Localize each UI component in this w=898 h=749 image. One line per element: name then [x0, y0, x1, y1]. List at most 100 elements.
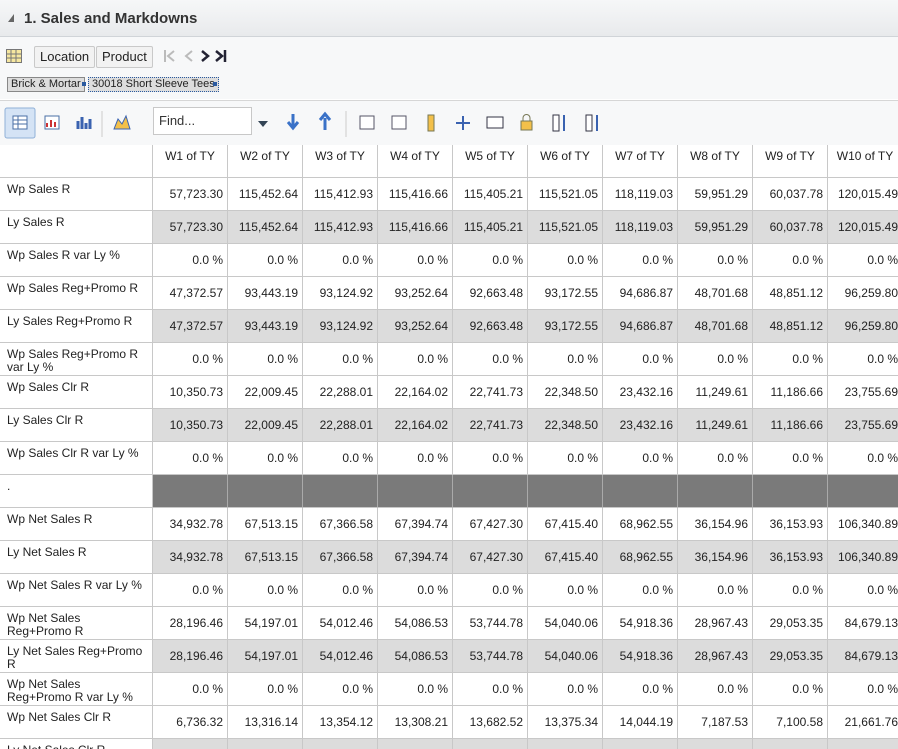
value-cell: 93,443.19	[228, 310, 303, 343]
column-header: W7 of TY	[603, 145, 678, 178]
value-cell: 0.0 %	[603, 574, 678, 607]
value-cell: 13,375.34	[528, 706, 603, 739]
value-cell: 0.0 %	[753, 244, 828, 277]
value-cell: 0.0 %	[153, 673, 228, 706]
value-cell: 68,962.55	[603, 508, 678, 541]
value-cell: 0.0 %	[453, 244, 528, 277]
value-cell	[603, 475, 678, 508]
value-cell: 118,119.03	[603, 211, 678, 244]
value-cell: 22,348.50	[528, 409, 603, 442]
value-cell: 7,187.53	[678, 706, 753, 739]
value-cell	[153, 475, 228, 508]
value-cell: 0.0 %	[528, 343, 603, 376]
value-cell: 0.0 %	[228, 244, 303, 277]
value-cell: 22,164.02	[378, 376, 453, 409]
row-label: Wp Sales Reg+Promo R var Ly %	[0, 343, 153, 376]
breadcrumb-item[interactable]: 30018 Short Sleeve Tees	[88, 77, 219, 92]
value-cell: 67,513.15	[228, 508, 303, 541]
value-cell: 93,252.64	[378, 310, 453, 343]
value-cell: 0.0 %	[828, 574, 898, 607]
header-title: 1. Sales and Markdowns	[24, 10, 198, 27]
column-header: W3 of TY	[303, 145, 378, 178]
value-cell: 0.0 %	[528, 574, 603, 607]
row-label: Wp Net Sales Clr R	[0, 706, 153, 739]
value-cell: 115,521.05	[528, 211, 603, 244]
value-cell: 67,427.30	[453, 541, 528, 574]
data-grid: W1 of TY W2 of TY W3 of TY W4 of TY W5 of TY…	[0, 145, 898, 749]
value-cell: 54,040.06	[528, 640, 603, 673]
grid-icon[interactable]	[6, 49, 22, 63]
column-header: W8 of TY	[678, 145, 753, 178]
value-cell: 0.0 %	[453, 574, 528, 607]
value-cell: 0.0 %	[453, 673, 528, 706]
value-cell: 60,037.78	[753, 211, 828, 244]
value-cell: 0.0 %	[828, 244, 898, 277]
location-button[interactable]: Location	[34, 46, 96, 68]
toolbar-icons[interactable]	[4, 107, 614, 139]
value-cell: 11,186.66	[753, 376, 828, 409]
value-cell: 0.0 %	[678, 673, 753, 706]
value-cell: 48,701.68	[678, 277, 753, 310]
nav-arrows[interactable]	[162, 48, 230, 64]
value-cell: 0.0 %	[603, 673, 678, 706]
value-cell: 67,415.40	[528, 541, 603, 574]
value-cell: 23,755.69	[828, 409, 898, 442]
value-cell: 0.0 %	[228, 343, 303, 376]
value-cell: 23,432.16	[603, 409, 678, 442]
value-cell: 29,053.35	[753, 640, 828, 673]
value-cell: 54,197.01	[228, 640, 303, 673]
row-label: Ly Sales R	[0, 211, 153, 244]
value-cell	[678, 475, 753, 508]
value-cell: 94,686.87	[603, 277, 678, 310]
value-cell: 67,366.58	[303, 541, 378, 574]
value-cell: 115,416.66	[378, 178, 453, 211]
value-cell	[378, 739, 453, 749]
row-label: Ly Sales Clr R	[0, 409, 153, 442]
value-cell: 68,962.55	[603, 541, 678, 574]
value-cell	[753, 475, 828, 508]
value-cell: 0.0 %	[678, 343, 753, 376]
value-cell: 67,394.74	[378, 541, 453, 574]
value-cell: 96,259.80	[828, 277, 898, 310]
find-input[interactable]: Find...	[153, 107, 252, 135]
value-cell: 53,744.78	[453, 607, 528, 640]
value-cell: 57,723.30	[153, 211, 228, 244]
value-cell: 0.0 %	[453, 343, 528, 376]
value-cell: 0.0 %	[828, 673, 898, 706]
value-cell: 93,443.19	[228, 277, 303, 310]
value-cell: 28,196.46	[153, 607, 228, 640]
value-cell	[153, 739, 228, 749]
value-cell	[453, 475, 528, 508]
value-cell: 0.0 %	[228, 574, 303, 607]
value-cell	[603, 739, 678, 749]
value-cell: 14,044.19	[603, 706, 678, 739]
value-cell: 48,851.12	[753, 277, 828, 310]
column-header: W1 of TY	[153, 145, 228, 178]
value-cell: 115,452.64	[228, 211, 303, 244]
value-cell: 22,164.02	[378, 409, 453, 442]
value-cell: 115,412.93	[303, 211, 378, 244]
breadcrumb-item[interactable]: Brick & Mortar	[7, 77, 85, 92]
row-label: Ly Net Sales Clr R	[0, 739, 153, 749]
row-label: .	[0, 475, 153, 508]
value-cell: 0.0 %	[753, 574, 828, 607]
value-cell: 0.0 %	[378, 343, 453, 376]
value-cell: 47,372.57	[153, 277, 228, 310]
value-cell: 84,679.13	[828, 640, 898, 673]
value-cell: 36,153.93	[753, 508, 828, 541]
value-cell: 22,741.73	[453, 376, 528, 409]
column-header: W5 of TY	[453, 145, 528, 178]
value-cell: 28,196.46	[153, 640, 228, 673]
value-cell: 54,918.36	[603, 607, 678, 640]
product-button[interactable]: Product	[96, 46, 153, 68]
value-cell: 29,053.35	[753, 607, 828, 640]
collapse-icon[interactable]	[7, 13, 15, 23]
row-label: Wp Sales R	[0, 178, 153, 211]
value-cell: 0.0 %	[378, 574, 453, 607]
value-cell: 22,288.01	[303, 376, 378, 409]
value-cell: 23,432.16	[603, 376, 678, 409]
row-label: Ly Net Sales R	[0, 541, 153, 574]
row-label: Wp Sales Clr R	[0, 376, 153, 409]
separator-dot	[82, 82, 86, 86]
column-header: W6 of TY	[528, 145, 603, 178]
